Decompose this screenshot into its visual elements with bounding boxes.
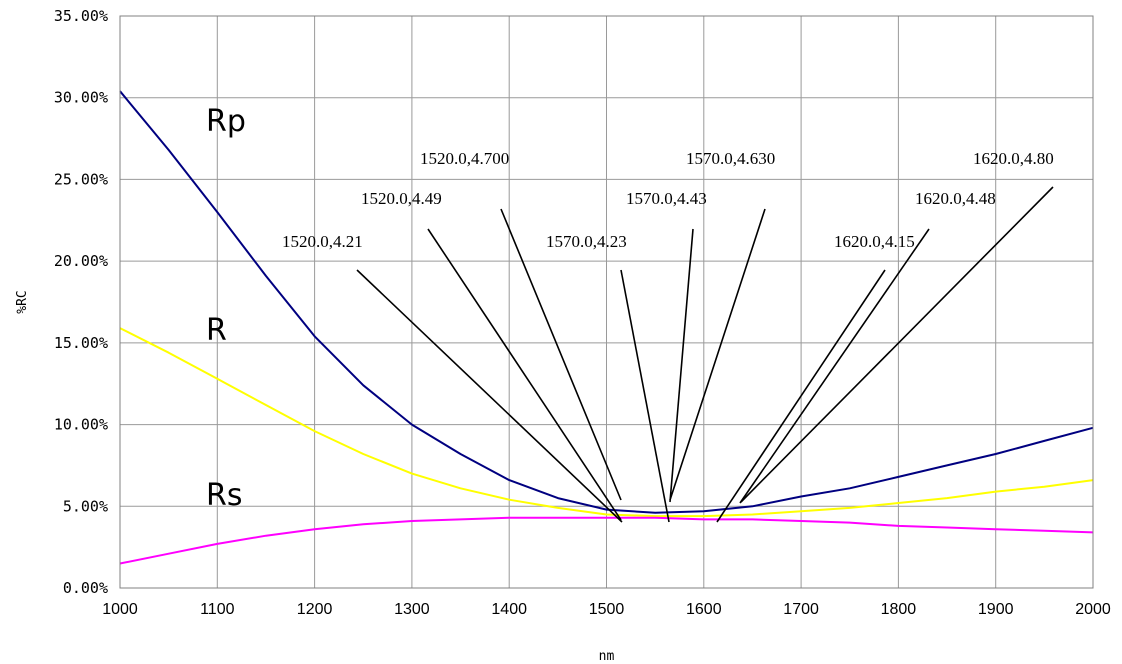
- x-axis-title: nm: [599, 649, 615, 664]
- series-label-rp: Rp: [206, 104, 246, 139]
- x-tick-label: 1000: [102, 601, 138, 618]
- annotation-label: 1570.0,4.43: [626, 189, 707, 208]
- annotation-label: 1620.0,4.48: [915, 189, 996, 208]
- annotation-leader-line: [427, 228, 622, 521]
- annotation-label: 1620.0,4.80: [973, 149, 1054, 168]
- y-tick-label: 35.00%: [54, 7, 108, 25]
- series-label-r: R: [206, 313, 227, 348]
- y-tick-label: 10.00%: [54, 416, 108, 434]
- x-tick-label: 1400: [491, 601, 527, 618]
- y-tick-label: 0.00%: [63, 579, 108, 597]
- annotation-leaders: [356, 186, 1054, 523]
- series-line-rs: [119, 516, 1094, 565]
- plot-area-border: [119, 15, 1094, 589]
- annotation-leader-line: [740, 186, 1054, 503]
- x-tick-label: 1800: [881, 601, 917, 618]
- x-tick-label: 1600: [686, 601, 722, 618]
- y-axis-title: %RC: [15, 290, 30, 313]
- y-tick-label: 30.00%: [54, 89, 108, 107]
- series-line-rp: [119, 90, 1094, 514]
- series-labels: Rp R Rs: [206, 104, 246, 513]
- y-tick-label: 20.00%: [54, 252, 108, 270]
- series-label-rs: Rs: [206, 478, 242, 513]
- x-axis-ticks: 1000 1100 1200 1300 1400 1500 1600 1700 1800 1900…: [102, 601, 1111, 618]
- annotation-label: 1620.0,4.15: [834, 232, 915, 251]
- series-group: [119, 90, 1094, 565]
- annotation-label: 1520.0,4.49: [361, 189, 442, 208]
- annotation-leader-line: [356, 269, 623, 523]
- annotation-leader-line: [739, 228, 930, 504]
- x-tick-label: 1500: [589, 601, 625, 618]
- annotation-label: 1520.0,4.21: [282, 232, 363, 251]
- x-tick-label: 2000: [1075, 601, 1111, 618]
- y-axis-ticks: 0.00% 5.00% 10.00% 15.00% 20.00% 25.00% 30.00%…: [54, 7, 108, 597]
- x-tick-label: 1300: [394, 601, 430, 618]
- series-line-r: [119, 327, 1094, 518]
- annotation-label: 1520.0,4.700: [420, 149, 509, 168]
- x-tick-label: 1700: [783, 601, 819, 618]
- y-tick-label: 25.00%: [54, 170, 108, 188]
- annotation-label: 1570.0,4.630: [686, 149, 775, 168]
- x-tick-label: 1100: [200, 601, 235, 618]
- x-tick-label: 1200: [297, 601, 333, 618]
- y-tick-label: 5.00%: [63, 497, 108, 515]
- x-tick-label: 1900: [978, 601, 1014, 618]
- annotation-leader-line: [500, 208, 622, 501]
- grid: [119, 15, 1094, 589]
- annotation-leader-line: [669, 208, 766, 501]
- annotation-leader-line: [716, 269, 886, 523]
- annotation-labels: 1520.0,4.21 1520.0,4.49 1520.0,4.700 1570.0…: [282, 149, 1054, 251]
- y-tick-label: 15.00%: [54, 334, 108, 352]
- annotation-leader-line: [620, 269, 670, 523]
- annotation-label: 1570.0,4.23: [546, 232, 627, 251]
- annotation-leader-line: [669, 228, 694, 503]
